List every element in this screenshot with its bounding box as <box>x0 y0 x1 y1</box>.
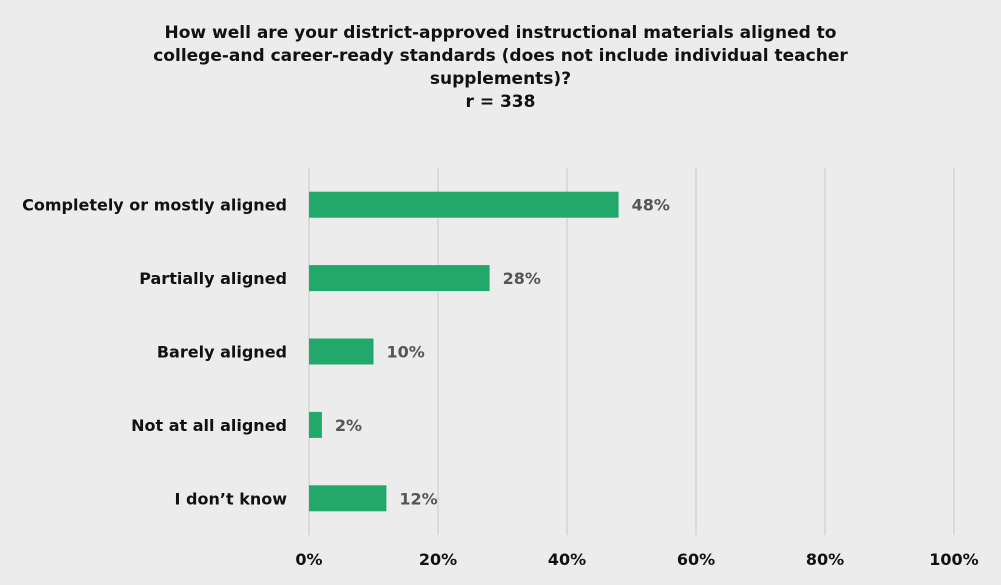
category-label-2: Barely aligned <box>157 343 287 362</box>
value-label-4: 12% <box>399 489 437 508</box>
x-tick-label-20: 20% <box>419 550 457 569</box>
bar-1 <box>309 265 490 292</box>
x-tick-label-80: 80% <box>806 550 844 569</box>
x-tick-label-40: 40% <box>548 550 586 569</box>
bar-3 <box>309 411 322 438</box>
title-line-1: How well are your district-approved inst… <box>164 23 837 43</box>
value-label-2: 10% <box>387 343 425 362</box>
value-label-1: 28% <box>503 269 541 288</box>
category-label-1: Partially aligned <box>139 269 287 288</box>
category-label-3: Not at all aligned <box>131 416 287 435</box>
category-label-0: Completely or mostly aligned <box>22 196 287 215</box>
bar-0 <box>309 191 619 218</box>
x-tick-label-100: 100% <box>929 550 978 569</box>
chart-subtitle: r = 338 <box>465 92 536 112</box>
value-label-3: 2% <box>335 416 362 435</box>
x-tick-label-60: 60% <box>677 550 715 569</box>
title-line-3: supplements)? <box>429 69 572 89</box>
chart-title: How well are your district-approved inst… <box>0 22 1001 114</box>
title-line-2: college-and career-ready standards (does… <box>153 46 848 66</box>
x-tick-label-0: 0% <box>295 550 322 569</box>
value-label-0: 48% <box>632 196 670 215</box>
category-label-4: I don’t know <box>175 489 288 508</box>
bar-2 <box>309 338 374 365</box>
bar-4 <box>309 485 387 512</box>
